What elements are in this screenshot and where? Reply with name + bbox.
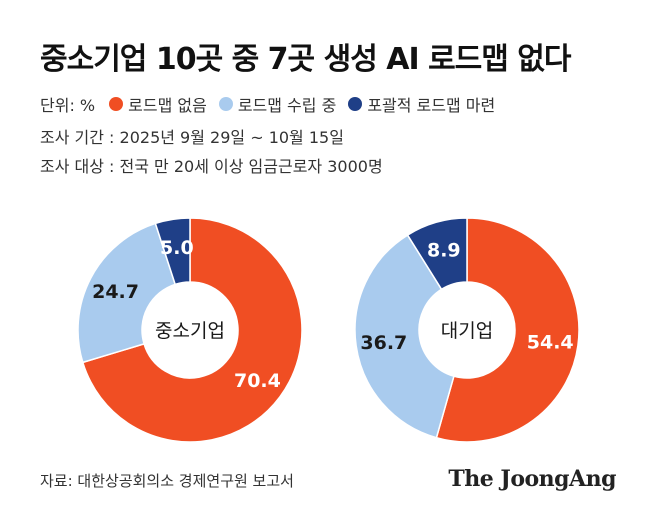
donut-slice: [354, 234, 455, 439]
legend-item-no-roadmap: 로드맵 없음: [109, 92, 207, 116]
source-note: 자료: 대한상공회의소 경제연구원 보고서: [40, 472, 294, 490]
survey-target: 조사 대상 : 전국 만 20세 이상 임금근로자 3000명: [40, 157, 383, 176]
donut-slice: [435, 217, 580, 443]
slice-value-label: 24.7: [92, 281, 139, 303]
donut-slice: [406, 217, 468, 291]
donut-center-label: 중소기업: [155, 320, 225, 342]
donut-chart-sme: 70.4 24.7 5.0 중소기업: [77, 217, 303, 443]
donut-center-label: 대기업: [441, 320, 493, 342]
brand-logo: The JoongAng: [448, 466, 616, 492]
survey-period: 조사 기간 : 2025년 9월 29일 ~ 10월 15일: [40, 128, 344, 147]
unit-label: 단위: %: [40, 96, 96, 115]
legend-label: 포괄적 로드맵 마련: [367, 96, 496, 115]
donut-slice: [81, 217, 303, 443]
legend-label: 로드맵 수립 중: [237, 96, 337, 115]
slice-value-label: 70.4: [234, 370, 281, 392]
legend-swatch-icon: [218, 97, 233, 111]
slice-value-label: 36.7: [360, 332, 407, 354]
donut-charts: 70.4 24.7 5.0 중소기업 54.4 36.7 8.9 대기업: [77, 217, 580, 443]
donut-chart-large: 54.4 36.7 8.9 대기업: [354, 217, 580, 443]
legend-item-in-progress: 로드맵 수립 중: [218, 92, 337, 116]
donut-slice: [77, 222, 177, 364]
legend: 단위: % 로드맵 없음 로드맵 수립 중 포괄적 로드맵 마련: [40, 92, 507, 116]
slice-value-label: 8.9: [427, 239, 461, 261]
legend-label: 로드맵 없음: [128, 96, 207, 115]
legend-item-comprehensive: 포괄적 로드맵 마련: [348, 92, 495, 116]
legend-swatch-icon: [109, 97, 124, 111]
legend-swatch-icon: [348, 97, 363, 111]
slice-value-label: 54.4: [527, 332, 574, 354]
chart-title: 중소기업 10곳 중 7곳 생성 AI 로드맵 없다: [40, 42, 572, 77]
donut-slice: [154, 217, 191, 286]
slice-value-label: 5.0: [160, 237, 194, 259]
